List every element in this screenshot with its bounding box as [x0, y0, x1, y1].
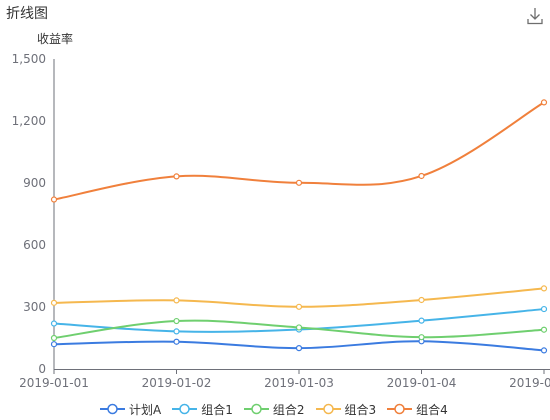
- x-tick-label: 2019-01-02: [142, 376, 212, 390]
- data-point[interactable]: [50, 299, 58, 306]
- data-point[interactable]: [418, 334, 425, 341]
- data-point[interactable]: [295, 324, 303, 331]
- legend-label: 组合1: [201, 402, 233, 417]
- data-point[interactable]: [173, 317, 180, 325]
- data-point[interactable]: [540, 305, 548, 313]
- x-tick-label: 2019-01-04: [387, 376, 457, 390]
- data-point[interactable]: [418, 296, 425, 304]
- legend-line-circle-icon: [172, 403, 198, 415]
- data-point[interactable]: [50, 334, 58, 342]
- legend-line-circle-icon: [243, 403, 269, 415]
- data-point[interactable]: [173, 173, 180, 180]
- x-tick-label: 2019-01-05: [509, 376, 550, 390]
- data-point[interactable]: [295, 303, 303, 310]
- chart-legend: 计划A 组合1 组合2 组合3 组合4: [100, 400, 459, 418]
- legend-line-circle-icon: [100, 403, 125, 415]
- legend-label: 组合4: [416, 402, 448, 417]
- data-point[interactable]: [418, 172, 425, 180]
- y-axis: 0 300 600 900 1,200 1,500: [12, 52, 55, 376]
- data-point[interactable]: [173, 328, 180, 335]
- legend-line-circle-icon: [315, 403, 341, 415]
- data-point[interactable]: [50, 341, 58, 348]
- data-point[interactable]: [418, 317, 425, 324]
- data-point[interactable]: [173, 338, 180, 345]
- x-tick-label: 2019-01-03: [264, 376, 334, 390]
- data-point[interactable]: [295, 179, 303, 186]
- legend-label: 组合2: [272, 402, 305, 417]
- data-point[interactable]: [540, 326, 548, 333]
- legend-item[interactable]: 组合2: [243, 401, 305, 418]
- y-axis-label: 收益率: [37, 31, 73, 46]
- data-point[interactable]: [540, 347, 548, 354]
- data-point[interactable]: [50, 196, 58, 203]
- legend-label: 组合3: [344, 402, 377, 417]
- y-tick-label: 900: [23, 176, 46, 190]
- data-point[interactable]: [173, 297, 180, 304]
- data-point[interactable]: [540, 285, 548, 292]
- y-tick-label: 600: [23, 238, 46, 252]
- x-tick-label: 2019-01-01: [19, 376, 89, 390]
- data-point[interactable]: [50, 320, 58, 327]
- x-axis: 2019-01-01 2019-01-02 2019-01-03 2019-01-04…: [19, 369, 550, 390]
- y-tick-label: 1,200: [12, 114, 46, 128]
- legend-line-circle-icon: [387, 403, 413, 415]
- series-points: [50, 99, 548, 354]
- y-tick-label: 300: [23, 300, 46, 314]
- data-point[interactable]: [540, 99, 548, 106]
- y-tick-label: 1,500: [12, 52, 46, 66]
- y-tick-label: 0: [38, 362, 46, 376]
- data-point[interactable]: [295, 345, 303, 352]
- download-button[interactable]: [525, 6, 545, 26]
- legend-item[interactable]: 组合4: [387, 401, 448, 418]
- legend-item[interactable]: 组合3: [315, 401, 377, 418]
- download-icon: [527, 8, 543, 25]
- series-lines: [53, 101, 545, 352]
- legend-item[interactable]: 计划A: [100, 401, 161, 418]
- legend-label: 计划A: [129, 402, 162, 417]
- legend-item[interactable]: 组合1: [172, 401, 233, 418]
- chart-title: 折线图: [6, 6, 48, 22]
